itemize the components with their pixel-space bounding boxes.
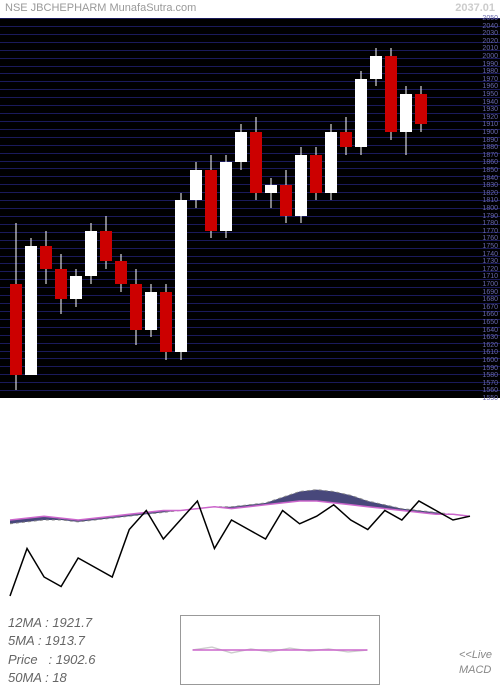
ma5-row: 5MA : 1913.7 xyxy=(8,632,95,650)
price-row: Price : 1902.6 xyxy=(8,651,95,669)
date-label: 2037.01 xyxy=(455,2,495,14)
ma12-row: 12MA : 1921.7 xyxy=(8,614,95,632)
stats-box: 12MA : 1921.7 5MA : 1913.7 Price : 1902.… xyxy=(8,614,95,687)
ma50-row: 50MA : 18 xyxy=(8,669,95,687)
inset-chart xyxy=(181,616,379,684)
chart-title: NSE JBCHEPHARM MunafaSutra.com xyxy=(5,2,196,14)
y-axis-labels: 1550156015701580159016001610162016301640… xyxy=(462,18,498,398)
macd-inset xyxy=(180,615,380,685)
indicator-panel: 12MA : 1921.7 5MA : 1913.7 Price : 1902.… xyxy=(0,405,500,695)
candles-container xyxy=(0,18,460,398)
macd-label: <<Live MACD xyxy=(459,648,492,677)
candlestick-chart: 1550156015701580159016001610162016301640… xyxy=(0,18,500,398)
